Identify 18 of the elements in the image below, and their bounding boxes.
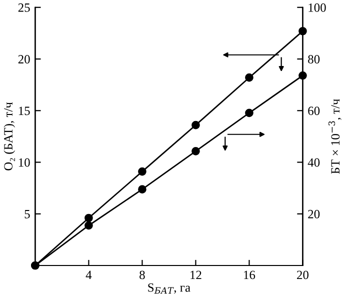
y2-tick-label: 60 bbox=[308, 106, 320, 116]
y2-tick-label: 80 bbox=[308, 55, 320, 64]
y2-axis-title: БТ × 10$^{−3}$, т/ч bbox=[328, 99, 342, 174]
x-tick-label: 20 bbox=[297, 270, 308, 280]
y-tick-label: 10 bbox=[18, 158, 30, 167]
y2-tick-label: 100 bbox=[308, 3, 326, 12]
x-axis-title: S$_{БАТ}$, га bbox=[148, 283, 190, 294]
y-axis-title: O₂ (БАТ), т/ч bbox=[4, 102, 16, 170]
y-tick-label: 20 bbox=[18, 55, 30, 64]
x-tick-label: 12 bbox=[190, 270, 202, 280]
y-tick-label: 5 bbox=[24, 210, 30, 218]
x-tick-label: 8 bbox=[140, 270, 145, 280]
x-tick-label: 16 bbox=[244, 270, 256, 280]
y2-tick-label: 40 bbox=[308, 158, 320, 167]
y2-tick-label: 20 bbox=[308, 210, 320, 218]
y-tick-label: 25 bbox=[18, 3, 30, 12]
x-tick-label: 4 bbox=[86, 270, 92, 280]
y-tick-label: 15 bbox=[18, 106, 30, 116]
